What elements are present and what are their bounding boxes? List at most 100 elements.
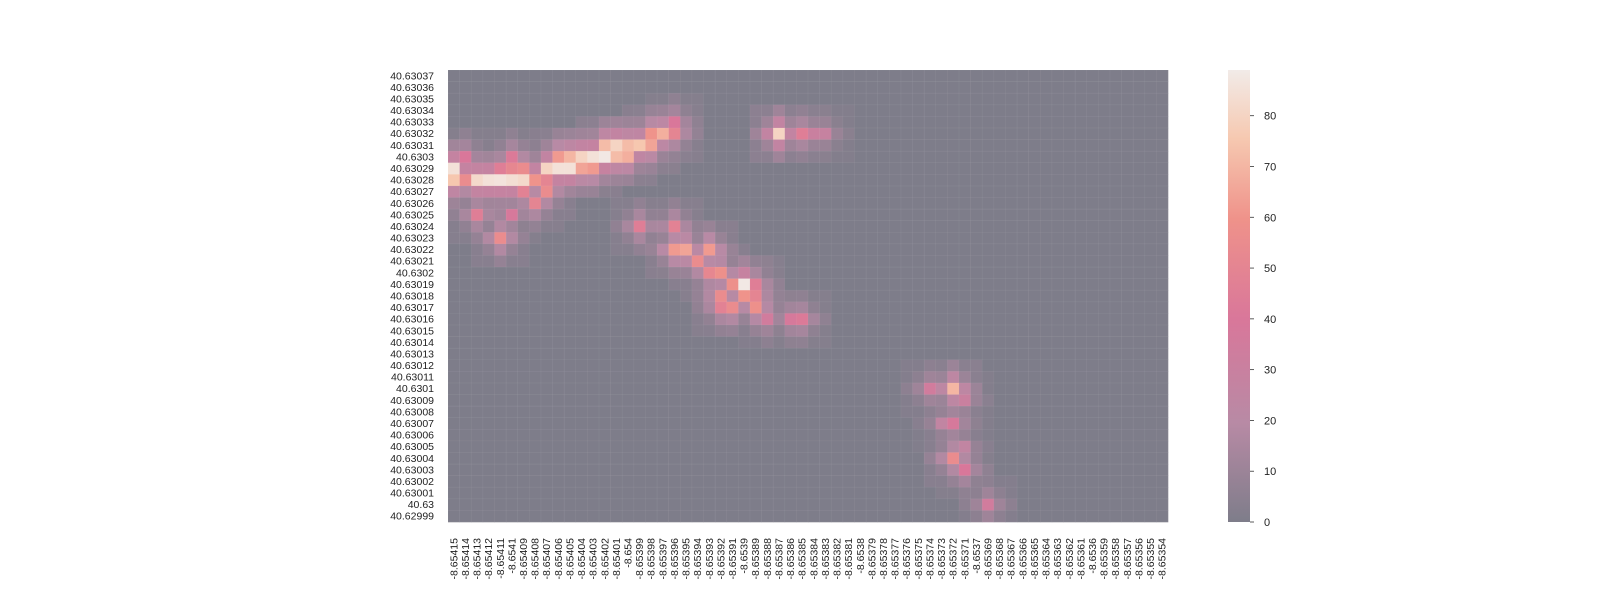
heatmap-cell <box>738 151 750 163</box>
heatmap-cell <box>1005 464 1017 476</box>
heatmap-cell <box>518 337 530 349</box>
heatmap-cell <box>831 302 843 314</box>
heatmap-cell <box>494 151 506 163</box>
heatmap-cell <box>599 232 611 244</box>
heatmap-cell <box>1005 499 1017 511</box>
heatmap-cell <box>483 360 495 372</box>
heatmap-cell <box>483 429 495 441</box>
heatmap-cell <box>541 232 553 244</box>
heatmap-cell <box>1156 163 1168 175</box>
heatmap-cell <box>1005 418 1017 430</box>
heatmap-cell <box>959 163 971 175</box>
heatmap-cell <box>1145 464 1157 476</box>
heatmap-cell <box>622 267 634 279</box>
heatmap-cell <box>785 128 797 140</box>
heatmap-cell <box>494 140 506 152</box>
heatmap-cell <box>1098 464 1110 476</box>
heatmap-cell <box>1087 163 1099 175</box>
heatmap-cell <box>1133 429 1145 441</box>
heatmap-cell <box>448 418 460 430</box>
heatmap-cell <box>1156 82 1168 94</box>
heatmap-cell <box>692 429 704 441</box>
heatmap-cell <box>1087 82 1099 94</box>
heatmap-cell <box>1087 255 1099 267</box>
heatmap-cell <box>808 360 820 372</box>
heatmap-cell <box>878 371 890 383</box>
heatmap-cell <box>645 441 657 453</box>
heatmap-cell <box>1133 510 1145 522</box>
heatmap-cell <box>1052 476 1064 488</box>
heatmap-cell <box>750 406 762 418</box>
heatmap-cell <box>1122 221 1134 233</box>
heatmap-cell <box>1017 82 1029 94</box>
heatmap-cell <box>564 510 576 522</box>
heatmap-cell <box>727 197 739 209</box>
heatmap-cell <box>854 209 866 221</box>
heatmap-cell <box>785 70 797 82</box>
heatmap-cell <box>553 151 565 163</box>
heatmap-cell <box>669 313 681 325</box>
heatmap-cell <box>715 337 727 349</box>
heatmap-cell <box>1122 383 1134 395</box>
heatmap-cell <box>529 70 541 82</box>
heatmap-cell <box>936 290 948 302</box>
heatmap-cell <box>1063 464 1075 476</box>
heatmap-cell <box>669 255 681 267</box>
heatmap-cell <box>645 325 657 337</box>
heatmap-cell <box>576 128 588 140</box>
heatmap-cell <box>1098 140 1110 152</box>
heatmap-cell <box>541 93 553 105</box>
heatmap-cell <box>518 452 530 464</box>
heatmap-cell <box>982 510 994 522</box>
heatmap-cell <box>1005 174 1017 186</box>
heatmap-cell <box>506 302 518 314</box>
heatmap-cell <box>901 476 913 488</box>
heatmap-cell <box>1133 151 1145 163</box>
heatmap-cell <box>529 429 541 441</box>
heatmap-cell <box>599 105 611 117</box>
heatmap-cell <box>866 116 878 128</box>
heatmap-cell <box>518 163 530 175</box>
heatmap-cell <box>762 151 774 163</box>
heatmap-cell <box>587 244 599 256</box>
heatmap-cell <box>878 151 890 163</box>
heatmap-cell <box>1017 383 1029 395</box>
heatmap-cell <box>889 302 901 314</box>
heatmap-cell <box>1052 452 1064 464</box>
heatmap-cell <box>692 279 704 291</box>
heatmap-cell <box>1087 441 1099 453</box>
heatmap-cell <box>680 371 692 383</box>
y-tick-label: 40.63037 <box>390 70 434 82</box>
heatmap-cell <box>1029 499 1041 511</box>
heatmap-cell <box>657 140 669 152</box>
heatmap-cell <box>1145 476 1157 488</box>
heatmap-cell <box>692 105 704 117</box>
heatmap-cell <box>1087 429 1099 441</box>
heatmap-cell <box>564 116 576 128</box>
heatmap-cell <box>831 255 843 267</box>
y-tick-label: 40.63011 <box>391 372 434 384</box>
heatmap-cell <box>634 348 646 360</box>
heatmap-cell <box>971 279 983 291</box>
heatmap-cell <box>936 186 948 198</box>
heatmap-cell <box>518 174 530 186</box>
heatmap-cell <box>831 221 843 233</box>
heatmap-cell <box>785 244 797 256</box>
heatmap-cell <box>611 140 623 152</box>
heatmap-cell <box>878 128 890 140</box>
heatmap-cell <box>657 441 669 453</box>
heatmap-cell <box>808 337 820 349</box>
heatmap-cell <box>1052 221 1064 233</box>
heatmap-cell <box>1040 267 1052 279</box>
heatmap-cell <box>564 279 576 291</box>
heatmap-cell <box>924 82 936 94</box>
heatmap-cell <box>599 279 611 291</box>
heatmap-cell <box>738 209 750 221</box>
heatmap-cell <box>866 487 878 499</box>
heatmap-cell <box>494 82 506 94</box>
heatmap-cell <box>669 174 681 186</box>
heatmap-cell <box>889 128 901 140</box>
heatmap-cell <box>959 70 971 82</box>
heatmap-cell <box>471 163 483 175</box>
heatmap-cell <box>1110 82 1122 94</box>
